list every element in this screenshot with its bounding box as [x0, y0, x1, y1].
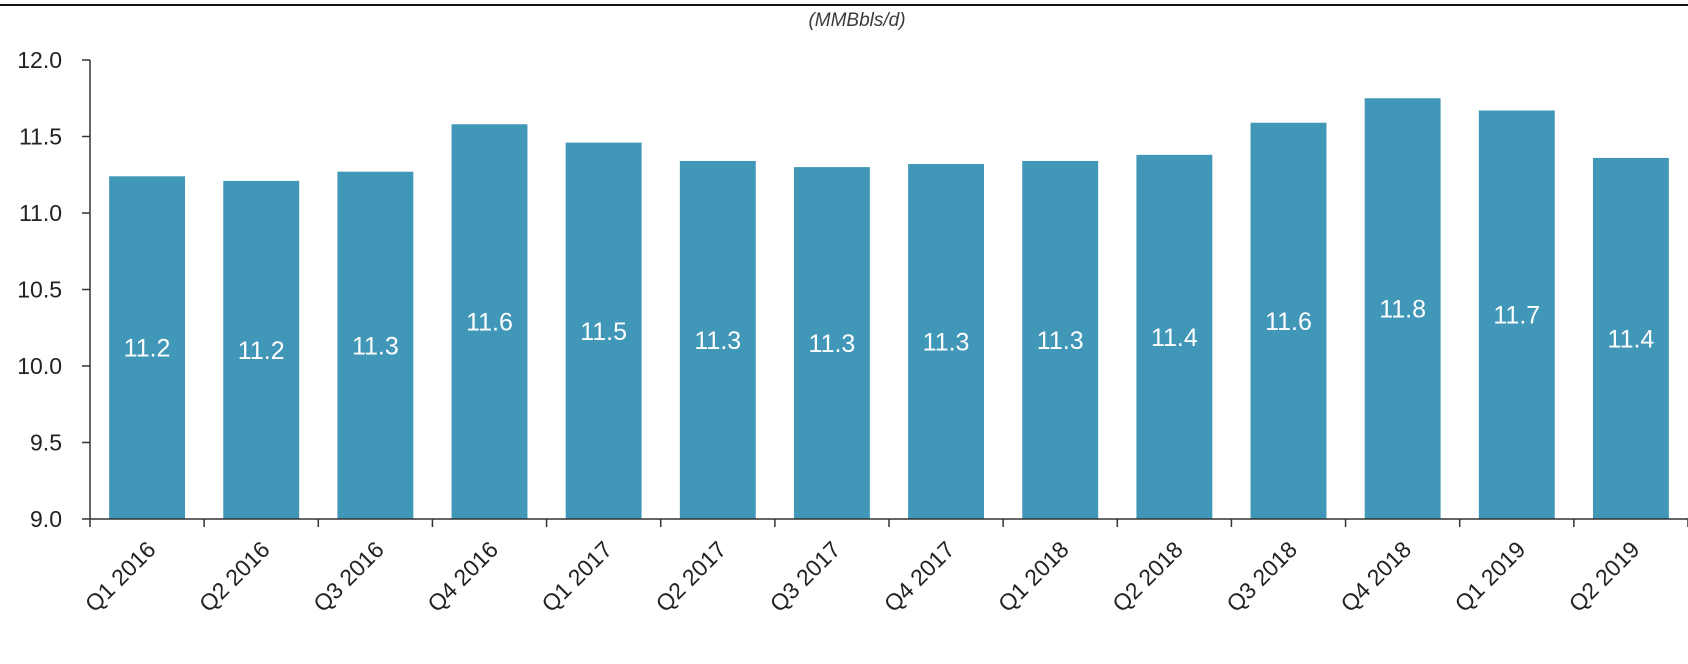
- data-label: 11.3: [809, 330, 856, 358]
- y-axis: 9.0 9.5 10.0 10.5 11.0 11.5 12.0: [17, 47, 91, 532]
- bar: [1364, 98, 1441, 519]
- data-label: 11.4: [1608, 325, 1655, 353]
- y-tick-label: 11.5: [19, 124, 62, 150]
- data-label: 11.4: [1151, 324, 1198, 352]
- x-tick-label: Q2 2017: [651, 536, 732, 617]
- x-tick-label: Q2 2018: [1107, 536, 1188, 617]
- data-label: 11.3: [1037, 327, 1084, 355]
- bar: [1022, 160, 1099, 520]
- data-label: 11.7: [1493, 302, 1540, 330]
- data-label: 11.3: [694, 327, 741, 355]
- bar: [451, 124, 528, 519]
- data-label: 11.6: [466, 309, 513, 337]
- bar: [679, 160, 756, 520]
- x-tick-label: Q3 2017: [765, 536, 846, 617]
- bar: [223, 180, 300, 519]
- data-label: 11.5: [580, 318, 627, 346]
- x-tick-label: Q3 2018: [1221, 536, 1302, 617]
- x-tick-label: Q3 2016: [308, 536, 389, 617]
- bar: [908, 164, 985, 520]
- data-label: 11.3: [352, 332, 399, 360]
- bar: [565, 142, 642, 519]
- data-label: 11.8: [1379, 296, 1426, 324]
- x-tick-label: Q1 2019: [1450, 536, 1531, 617]
- bar: [337, 171, 414, 519]
- data-labels: 11.2 11.2 11.3 11.6 11.5 11.3 11.3 11.3 11.3 11.4…: [124, 296, 1655, 365]
- y-tick-label: 9.0: [30, 506, 62, 532]
- bar: [1136, 154, 1213, 520]
- data-label: 11.3: [923, 329, 970, 357]
- data-label: 11.2: [238, 337, 285, 365]
- x-tick-label: Q2 2016: [194, 536, 275, 617]
- bar: [109, 176, 186, 519]
- data-label: 11.6: [1265, 308, 1312, 336]
- x-tick-label: Q1 2017: [536, 536, 617, 617]
- bar: [1250, 122, 1327, 519]
- y-tick-label: 10.0: [17, 353, 62, 379]
- data-label: 11.2: [124, 335, 171, 363]
- x-tick-label: Q1 2016: [80, 536, 161, 617]
- x-tick-label: Q4 2016: [422, 536, 503, 617]
- bar: [1592, 157, 1669, 520]
- y-tick-label: 10.5: [17, 277, 62, 303]
- bar: [793, 167, 870, 519]
- x-tick-label: Q4 2017: [879, 536, 960, 617]
- x-axis: Q1 2016 Q2 2016 Q3 2016 Q4 2016 Q1 2017 Q2 20…: [80, 518, 1688, 617]
- x-tick-label: Q2 2019: [1564, 536, 1645, 617]
- y-tick-label: 12.0: [17, 47, 62, 73]
- y-tick-label: 9.5: [30, 430, 62, 456]
- bars: [109, 98, 1669, 520]
- bar: [1478, 110, 1555, 520]
- unit-label: (MMBbls/d): [808, 10, 905, 31]
- y-tick-label: 11.0: [19, 200, 62, 226]
- x-tick-label: Q4 2018: [1335, 536, 1416, 617]
- x-tick-label: Q1 2018: [993, 536, 1074, 617]
